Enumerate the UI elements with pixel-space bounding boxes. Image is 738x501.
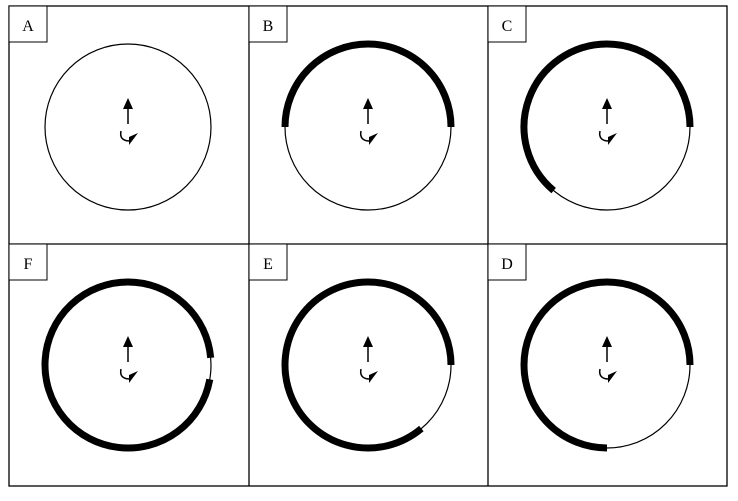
- up-arrow-icon: [123, 98, 133, 124]
- thick-arc-segment-0: [520, 278, 608, 452]
- thick-arc-segment-1: [367, 40, 455, 128]
- up-arrow-icon: [363, 336, 373, 362]
- panel-label-box: [248, 5, 288, 43]
- curved-arrow-icon: [598, 368, 617, 383]
- panel-label-box: [487, 5, 527, 43]
- thick-arc-segment-1: [41, 278, 214, 452]
- thick-arc-segment-0: [127, 278, 215, 359]
- thick-arc-segment-0: [281, 40, 369, 128]
- curved-arrow-icon: [359, 130, 378, 145]
- figure-border: [8, 5, 728, 487]
- panel-d: D: [487, 243, 694, 452]
- thick-arc-group: [281, 278, 455, 452]
- thick-arc-segment-1: [606, 278, 694, 366]
- curved-arrow-icon: [598, 130, 617, 145]
- panel-c: C: [487, 5, 694, 211]
- panel-label-box: [487, 243, 527, 281]
- curved-arrow-icon: [119, 368, 138, 383]
- up-arrow-icon: [602, 336, 612, 362]
- panel-label: B: [263, 18, 274, 35]
- up-arrow-icon: [363, 98, 373, 124]
- curved-arrow-icon: [359, 368, 378, 383]
- thick-arc-segment-0: [520, 40, 608, 194]
- panel-label: D: [501, 256, 513, 273]
- panel-label-box: [8, 5, 48, 43]
- thick-arc-segment-0: [281, 278, 424, 452]
- panel-label-box: [248, 243, 288, 281]
- thick-arc-segment-1: [367, 278, 455, 366]
- panel-b: B: [248, 5, 455, 211]
- up-arrow-icon: [123, 336, 133, 362]
- panel-label: E: [263, 256, 273, 273]
- thick-arc-group: [520, 278, 694, 452]
- curved-arrow-icon: [119, 130, 138, 145]
- thick-arc-group: [520, 40, 694, 194]
- panel-label: C: [502, 18, 513, 35]
- panel-label-box: [8, 243, 48, 281]
- panel-label: F: [24, 256, 33, 273]
- thick-arc-group: [281, 40, 455, 128]
- up-arrow-icon: [602, 98, 612, 124]
- panel-e: E: [248, 243, 455, 452]
- thick-arc-group: [41, 278, 215, 452]
- panel-circle: [44, 43, 212, 211]
- panel-a: A: [8, 5, 212, 211]
- panel-label: A: [22, 18, 34, 35]
- panel-f: F: [8, 243, 215, 452]
- thick-arc-segment-1: [606, 40, 694, 128]
